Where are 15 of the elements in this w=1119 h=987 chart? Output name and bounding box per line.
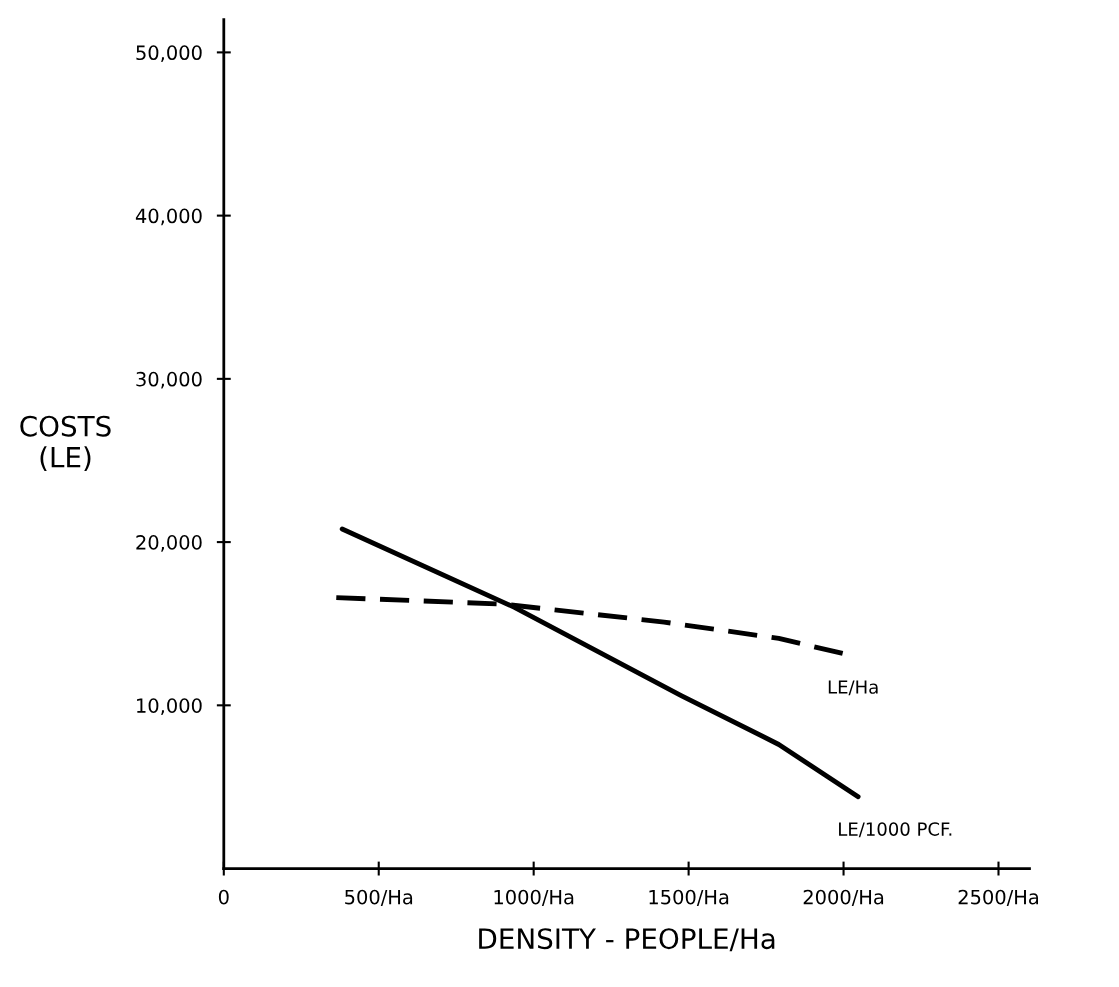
y-axis-title: COSTS (LE) <box>20 415 111 472</box>
y-tick-label: 20,000 <box>136 535 202 552</box>
y-tick-label: 50,000 <box>136 45 202 63</box>
series-label: LE/Ha <box>828 680 878 696</box>
y-tick-label: 10,000 <box>137 698 202 715</box>
series-label: LE/1000 PCF. <box>839 822 952 838</box>
x-tick-label: 500/Ha <box>345 889 413 906</box>
y-tick-label: 30,000 <box>136 371 202 389</box>
x-tick-label: 0 <box>218 889 229 905</box>
x-tick-label: 1000/Ha <box>494 889 574 906</box>
y-tick-label: 40,000 <box>135 208 202 226</box>
x-tick-label: 2500/Ha <box>958 889 1039 906</box>
x-axis-title: DENSITY - PEOPLE/Ha <box>479 928 775 952</box>
x-tick-label: 2000/Ha <box>803 889 884 906</box>
x-tick-label: 1500/Ha <box>649 889 729 906</box>
